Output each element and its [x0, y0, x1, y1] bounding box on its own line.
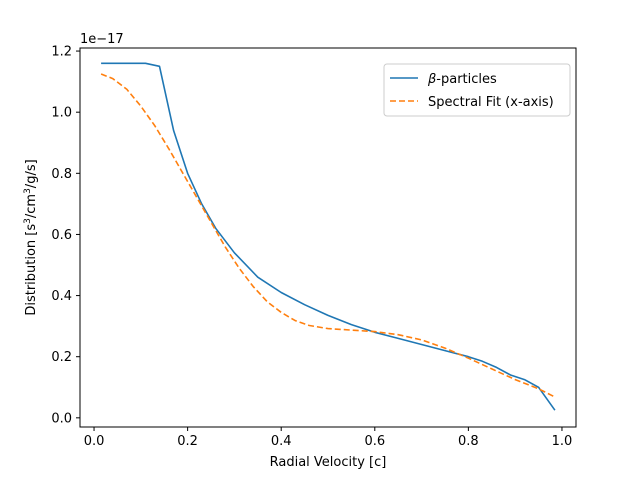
x-axis: 0.0 0.2 0.4 0.6 0.8 1.0 [84, 427, 573, 449]
y-axis-label-superscript: 3 [23, 188, 33, 194]
y-tick-label: 0.6 [51, 228, 72, 243]
y-tick-label: 0.0 [51, 411, 72, 426]
y-axis-label: Distribution [s3/cm3/g/s] [23, 159, 39, 315]
legend: β-particles Spectral Fit (x-axis) [383, 63, 571, 117]
series-line-1 [100, 73, 556, 398]
legend-label-beta-particles: β-particles [427, 72, 497, 87]
legend-box [383, 63, 571, 117]
y-tick-label: 1.0 [51, 106, 72, 121]
x-tick-label: 0.0 [84, 434, 105, 449]
y-offset-text: 1e−17 [80, 32, 124, 47]
x-tick-label: 1.0 [552, 434, 573, 449]
y-axis-label-part: Distribution [s [24, 224, 39, 316]
x-tick-label: 0.4 [271, 434, 292, 449]
legend-label-spectral-fit: Spectral Fit (x-axis) [428, 95, 554, 110]
y-tick-label: 1.2 [51, 45, 72, 60]
plot-lines [100, 62, 556, 411]
y-axis-label-part: /g/s] [24, 159, 39, 188]
series-line-0 [101, 62, 556, 411]
y-axis-label-part: /cm [24, 194, 39, 218]
y-axis-label-superscript: 3 [23, 218, 33, 224]
x-tick-label: 0.2 [177, 434, 198, 449]
y-tick-label: 0.2 [51, 350, 72, 365]
plot-frame [79, 47, 577, 428]
legend-label-beta-suffix: -particles [436, 72, 497, 87]
y-tick-label: 0.8 [51, 167, 72, 182]
x-axis-label: Radial Velocity [c] [270, 455, 387, 470]
y-tick-label: 0.4 [51, 289, 72, 304]
legend-label-beta-symbol: β [427, 72, 436, 87]
x-tick-label: 0.8 [458, 434, 479, 449]
y-axis: 0.0 0.2 0.4 0.6 0.8 1.0 1.2 [51, 45, 80, 426]
x-tick-label: 0.6 [364, 434, 385, 449]
